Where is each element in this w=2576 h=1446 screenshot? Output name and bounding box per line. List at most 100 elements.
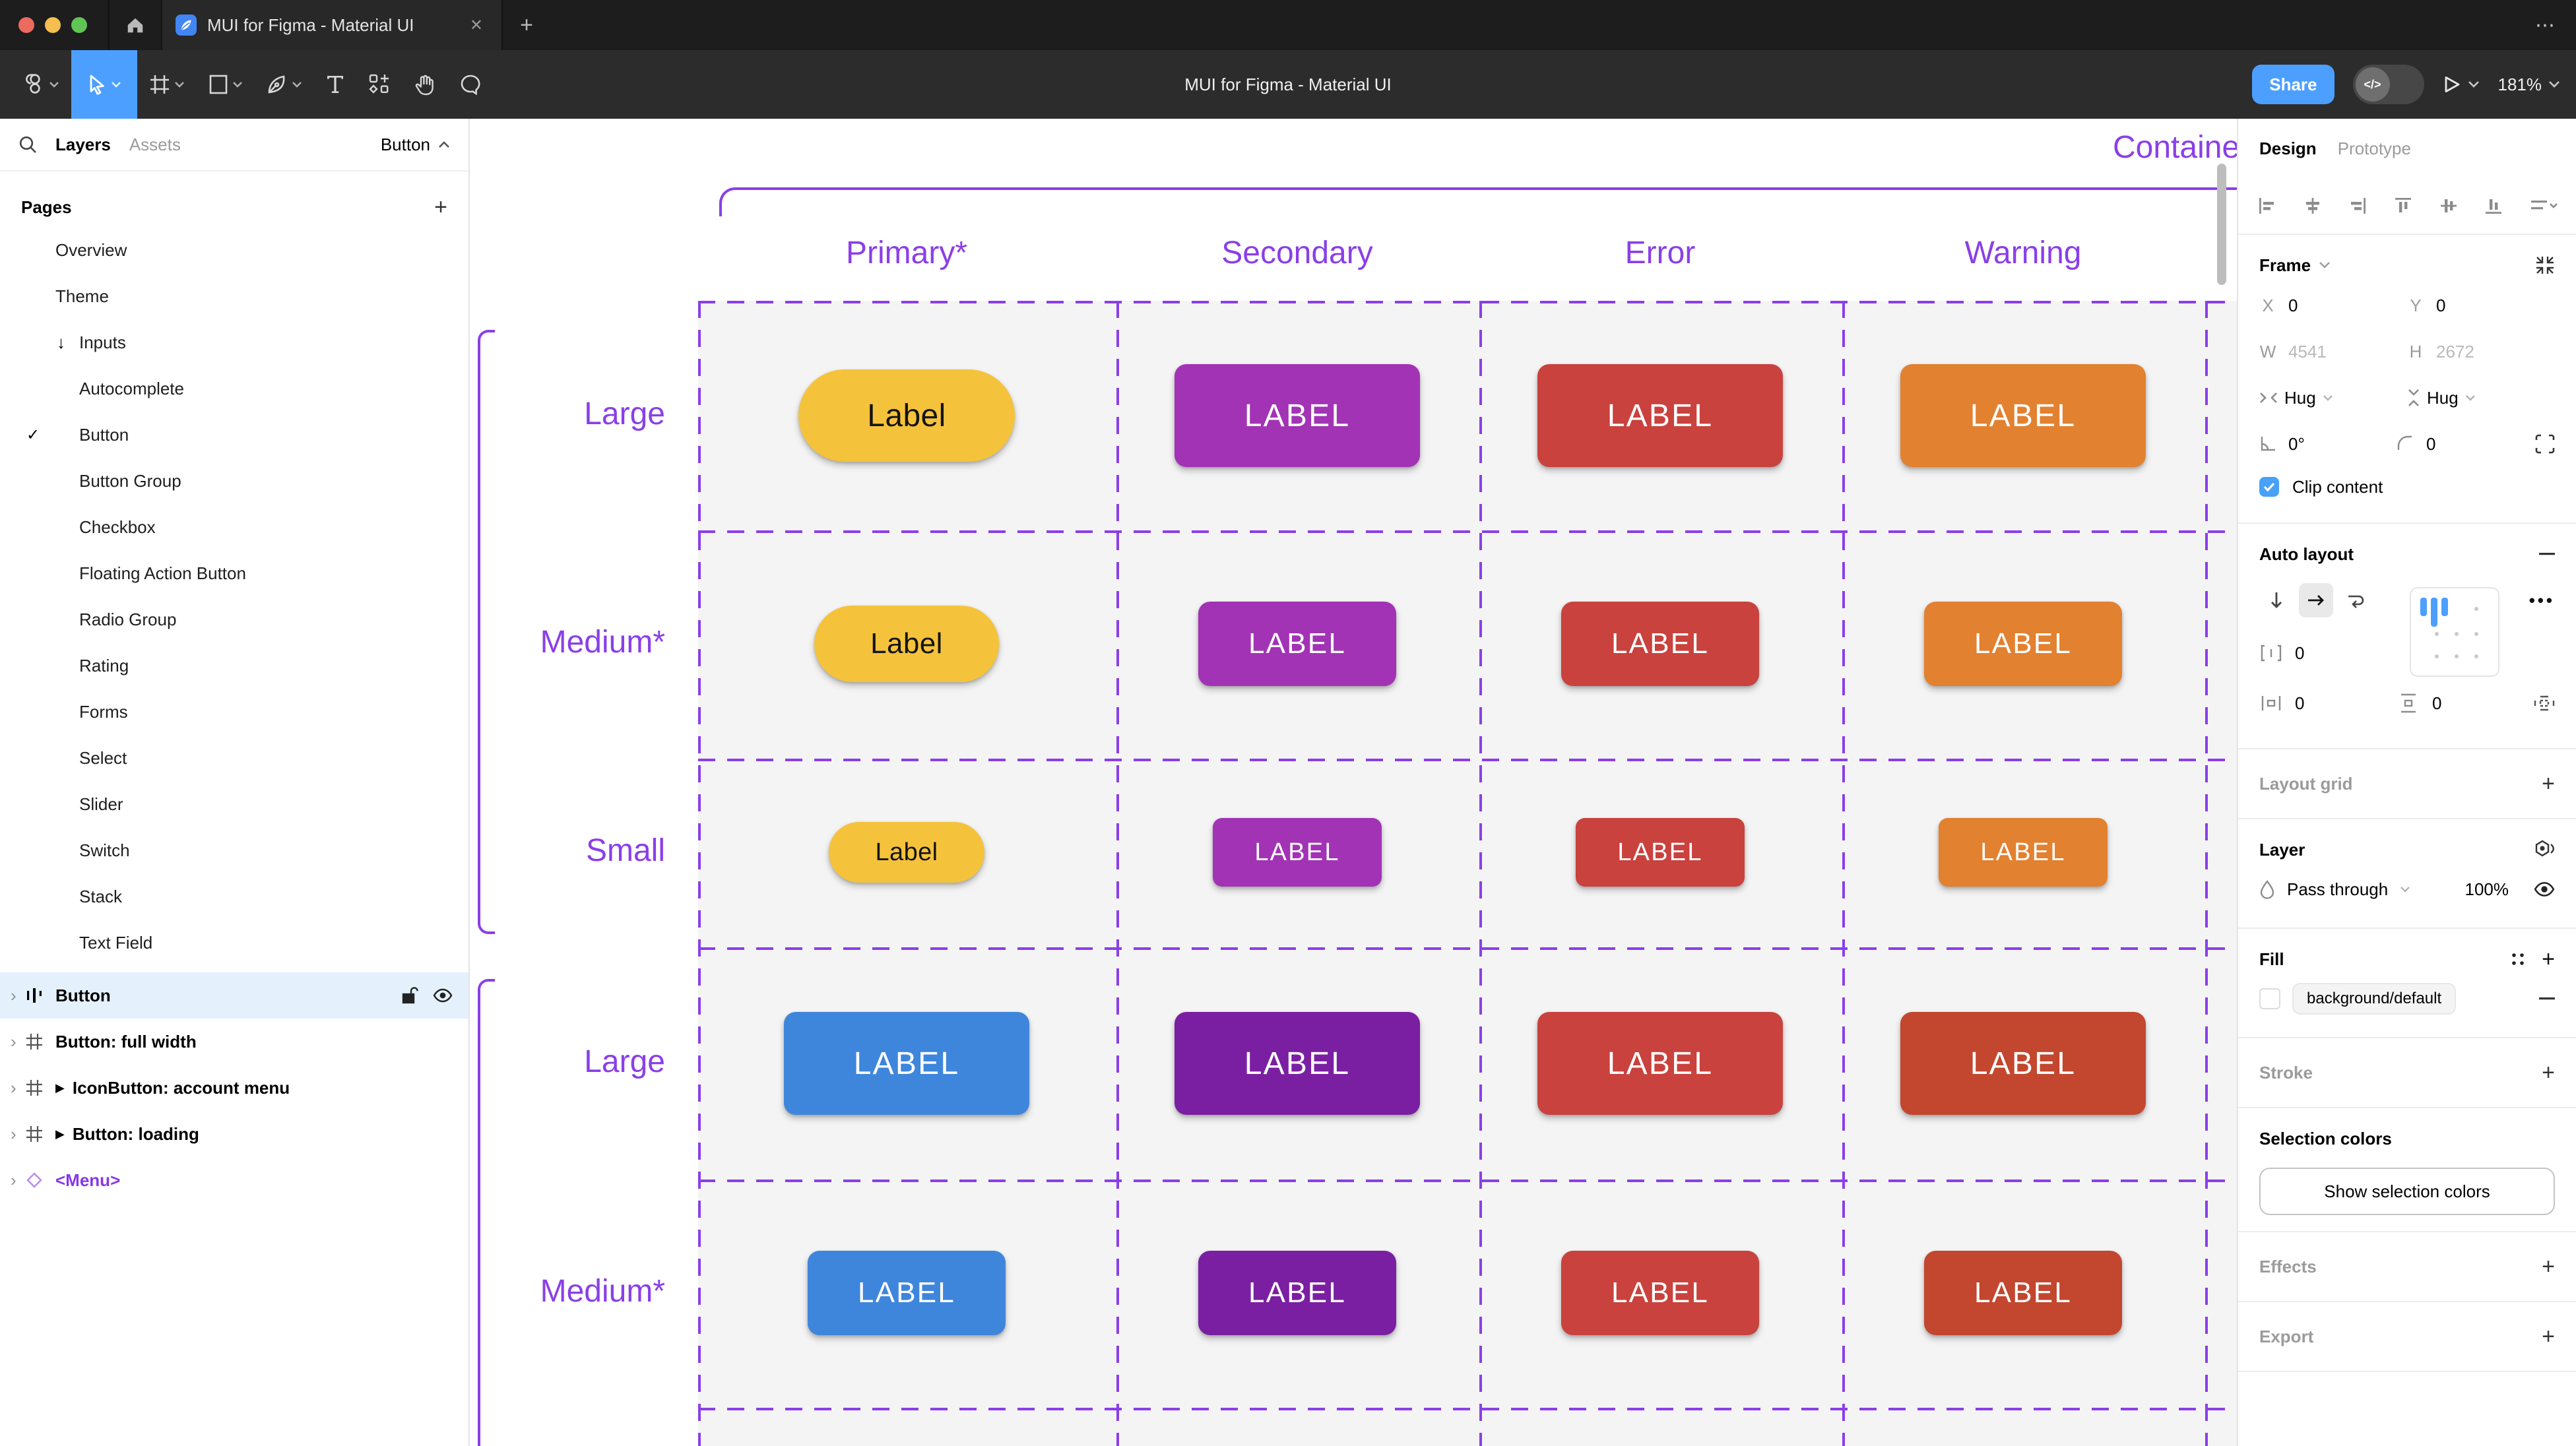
page-item-checkbox[interactable]: Checkbox [0,504,468,550]
page-item-rating[interactable]: Rating [0,643,468,689]
add-effect-icon[interactable]: + [2542,1253,2555,1279]
move-tool-button[interactable] [71,50,137,119]
horizontal-padding-field[interactable]: 0 [2259,693,2386,714]
canvas-scrollbar[interactable] [2217,164,2226,285]
tab-design[interactable]: Design [2259,138,2317,158]
page-item-inputs[interactable]: ↓ Inputs [0,319,468,365]
layout-direction-vertical-icon[interactable] [2259,583,2294,617]
blend-mode-icon[interactable] [2534,840,2555,860]
page-item-floating-action-button[interactable]: Floating Action Button [0,550,468,596]
button-error-large-2[interactable]: LABEL [1537,1012,1783,1115]
button-error-medium[interactable]: LABEL [1561,602,1759,686]
button-secondary-small[interactable]: LABEL [1213,818,1382,887]
layer-item-button[interactable]: › Button [0,972,468,1019]
show-selection-colors-button[interactable]: Show selection colors [2259,1168,2555,1215]
button-primary-large-2[interactable]: LABEL [784,1012,1029,1115]
caret-right-icon[interactable]: › [11,985,16,1005]
clip-content-row[interactable]: Clip content [2259,467,2555,507]
button-secondary-large-2[interactable]: LABEL [1175,1012,1420,1115]
page-item-button-group[interactable]: Button Group [0,458,468,504]
remove-auto-layout-icon[interactable] [2539,553,2555,555]
blend-mode-value[interactable]: Pass through [2287,879,2389,899]
caret-right-icon[interactable]: › [11,1031,16,1052]
hand-tool-button[interactable] [402,50,447,119]
tab-assets[interactable]: Assets [129,134,181,154]
layer-item-iconbutton-account-menu[interactable]: › ▶ IconButton: account menu [0,1065,468,1111]
eye-icon[interactable] [2534,881,2555,897]
button-error-medium-2[interactable]: LABEL [1561,1251,1759,1335]
button-warning-small[interactable]: LABEL [1939,818,2108,887]
button-primary-medium[interactable]: Label [814,606,999,682]
page-item-slider[interactable]: Slider [0,781,468,827]
alignment-widget[interactable] [2410,587,2499,677]
horizontal-resizing-field[interactable]: Hug [2259,388,2397,408]
button-warning-large[interactable]: LABEL [1900,364,2146,467]
layout-wrap-icon[interactable] [2338,583,2373,617]
gap-field[interactable]: 0 [2259,643,2397,664]
zoom-window-button[interactable] [71,17,87,33]
align-right-icon[interactable] [2347,195,2368,216]
caret-right-icon[interactable]: › [11,1123,16,1144]
button-error-small[interactable]: LABEL [1576,818,1745,887]
button-primary-small[interactable]: Label [829,822,984,883]
pen-tool-button[interactable] [255,50,314,119]
page-item-overview[interactable]: Overview [0,227,468,273]
button-secondary-large[interactable]: LABEL [1175,364,1420,467]
add-layout-grid-icon[interactable]: + [2542,770,2555,796]
tab-layers[interactable]: Layers [55,134,111,154]
remove-fill-icon[interactable] [2539,997,2555,1000]
button-secondary-medium[interactable]: LABEL [1198,602,1396,686]
add-page-icon[interactable]: + [434,194,447,220]
button-secondary-medium-2[interactable]: LABEL [1198,1251,1396,1335]
search-icon[interactable] [18,135,37,154]
layer-item-button-loading[interactable]: › ▶ Button: loading [0,1111,468,1157]
vertical-padding-field[interactable]: 0 [2397,693,2523,714]
page-item-button[interactable]: ✓ Button [0,412,468,458]
collapse-panel-icon[interactable] [2535,255,2555,275]
chevron-down-icon[interactable] [2319,261,2331,269]
align-bottom-icon[interactable] [2483,195,2504,216]
corner-radius-field[interactable]: 0 [2397,434,2525,455]
layout-direction-horizontal-icon[interactable] [2299,583,2333,617]
fill-style-chip[interactable]: background/default [2292,983,2457,1015]
shape-tool-button[interactable] [197,50,255,119]
button-warning-medium[interactable]: LABEL [1924,602,2122,686]
button-warning-medium-2[interactable]: LABEL [1924,1251,2122,1335]
add-export-icon[interactable]: + [2542,1323,2555,1349]
comment-tool-button[interactable] [447,50,494,119]
vertical-resizing-field[interactable]: Hug [2407,388,2544,408]
page-item-text-field[interactable]: Text Field [0,920,468,966]
present-button[interactable] [2443,75,2480,94]
add-stroke-icon[interactable]: + [2542,1059,2555,1085]
main-menu-button[interactable] [13,50,71,119]
layer-item-button-full-width[interactable]: › Button: full width [0,1019,468,1065]
titlebar-overflow-icon[interactable]: ⋯ [2535,14,2558,36]
button-warning-large-2[interactable]: LABEL [1900,1012,2146,1115]
individual-padding-icon[interactable] [2534,695,2555,712]
close-window-button[interactable] [18,17,34,33]
page-item-radio-group[interactable]: Radio Group [0,596,468,643]
home-button[interactable] [110,0,162,50]
eye-icon[interactable] [433,988,453,1003]
page-selector[interactable]: Button [381,135,450,155]
page-item-forms[interactable]: Forms [0,689,468,735]
align-vertical-center-icon[interactable] [2438,195,2459,216]
dev-mode-toggle[interactable]: </> [2352,65,2424,104]
tab-prototype[interactable]: Prototype [2337,138,2411,158]
lock-open-icon[interactable] [401,986,418,1005]
text-tool-button[interactable] [314,50,356,119]
auto-layout-more-icon[interactable]: ••• [2528,590,2555,610]
page-item-stack[interactable]: Stack [0,873,468,920]
canvas-viewport[interactable]: Contained Primary* Secondary Error Warni… [470,119,2237,1446]
minimize-window-button[interactable] [45,17,61,33]
zoom-level-control[interactable]: 181% [2498,75,2561,95]
caret-right-icon[interactable]: › [11,1077,16,1098]
caret-right-icon[interactable]: › [11,1170,16,1190]
button-primary-medium-2[interactable]: LABEL [808,1251,1006,1335]
align-horizontal-center-icon[interactable] [2302,195,2323,216]
fill-color-swatch[interactable] [2259,988,2280,1009]
add-fill-icon[interactable]: + [2542,946,2555,972]
tidy-up-icon[interactable] [2528,195,2558,216]
